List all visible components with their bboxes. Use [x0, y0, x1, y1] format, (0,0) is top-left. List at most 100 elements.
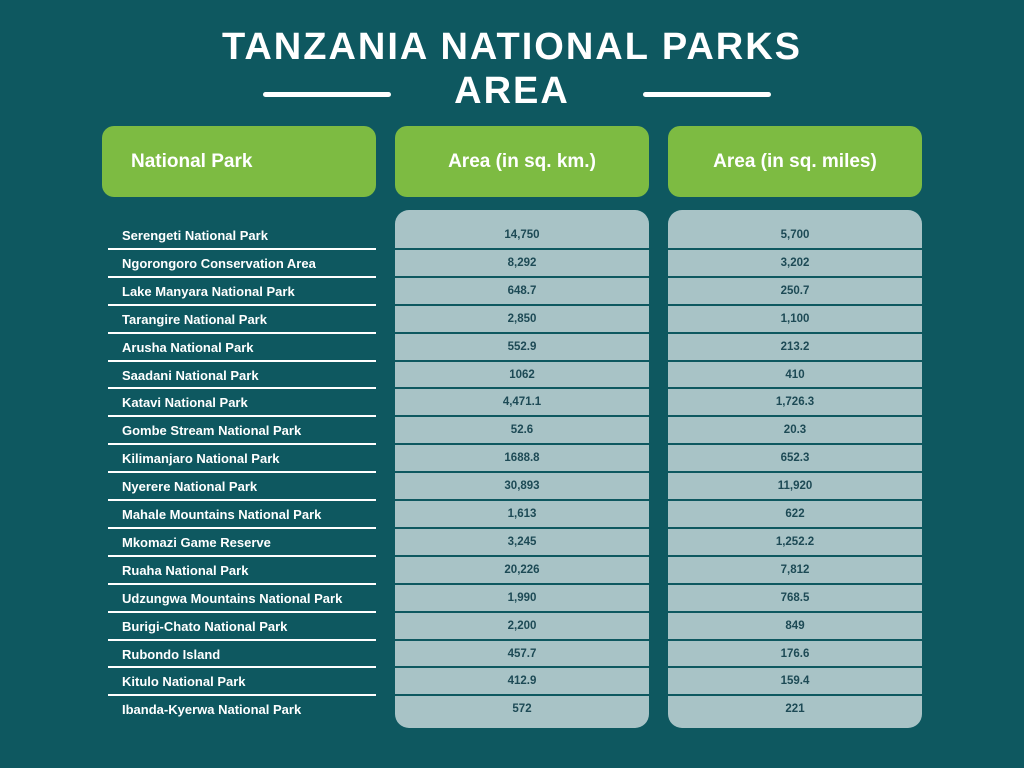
- row-separator: [668, 694, 922, 697]
- row-separator: [395, 359, 649, 362]
- park-name: Arusha National Park: [122, 339, 254, 355]
- row-separator: [395, 443, 649, 446]
- title: TANZANIA NATIONAL PARKS: [221, 26, 803, 68]
- row-separator: [395, 638, 649, 641]
- row-separator: [395, 303, 649, 306]
- area-km: 52.6: [510, 424, 534, 437]
- row-separator: [108, 247, 376, 250]
- area-miles: 7,812: [780, 563, 810, 576]
- area-miles: 1,252.2: [775, 535, 815, 548]
- row-separator: [395, 331, 649, 334]
- area-km: 1,613: [507, 508, 537, 520]
- row-separator: [395, 415, 649, 418]
- area-km: 14,750: [504, 229, 540, 241]
- row-separator: [668, 638, 922, 641]
- row-separator: [108, 331, 376, 334]
- park-name: Kilimanjaro National Park: [122, 451, 280, 467]
- row-separator: [395, 275, 649, 278]
- row-separator: [395, 387, 649, 390]
- column-header: Area (in sq. km.): [395, 126, 649, 197]
- area-km: 1062: [509, 368, 535, 381]
- area-miles: 5,700: [780, 229, 810, 241]
- area-miles: 11,920: [777, 480, 813, 493]
- area-miles: 213.2: [780, 340, 810, 353]
- area-miles: 1,100: [780, 312, 810, 325]
- row-separator: [668, 247, 922, 250]
- row-separator: [395, 471, 649, 474]
- column-panel: [668, 210, 922, 728]
- area-miles: 849: [785, 619, 805, 632]
- area-miles: 768.5: [780, 591, 810, 604]
- row-separator: [395, 554, 649, 557]
- row-separator: [108, 582, 376, 585]
- row-separator: [668, 526, 922, 529]
- row-separator: [668, 666, 922, 669]
- area-km: 4,471.1: [502, 396, 542, 409]
- area-miles: 1,726.3: [775, 396, 815, 409]
- row-separator: [108, 359, 376, 362]
- park-name: Rubondo Island: [122, 646, 221, 662]
- row-separator: [668, 331, 922, 334]
- decoration: [643, 92, 771, 97]
- park-name: Mahale Mountains National Park: [122, 507, 322, 522]
- park-name: Burigi-Chato National Park: [122, 618, 288, 634]
- area-km: 2,200: [507, 619, 537, 632]
- park-name: Tarangire National Park: [122, 311, 267, 327]
- park-name: Mkomazi Game Reserve: [122, 534, 271, 550]
- area-km: 1688.8: [504, 452, 540, 465]
- row-separator: [108, 638, 376, 641]
- row-separator: [395, 666, 649, 669]
- row-separator: [668, 554, 922, 557]
- row-separator: [668, 359, 922, 362]
- row-separator: [668, 610, 922, 613]
- area-km: 572: [512, 703, 532, 716]
- park-name: Ngorongoro Conservation Area: [122, 255, 316, 271]
- area-miles: 176.6: [780, 647, 810, 660]
- title: AREA: [454, 70, 570, 112]
- park-name: Kitulo National Park: [122, 674, 246, 690]
- park-name: Serengeti National Park: [122, 228, 268, 243]
- row-separator: [108, 415, 376, 418]
- park-name: Katavi National Park: [122, 395, 248, 411]
- row-separator: [108, 443, 376, 446]
- area-km: 8,292: [507, 256, 537, 269]
- row-separator: [668, 582, 922, 585]
- row-separator: [395, 247, 649, 250]
- park-name: Udzungwa Mountains National Park: [122, 590, 343, 606]
- area-miles: 3,202: [780, 256, 810, 269]
- row-separator: [108, 275, 376, 278]
- park-name: Lake Manyara National Park: [122, 283, 295, 299]
- row-separator: [668, 275, 922, 278]
- row-separator: [395, 499, 649, 501]
- column-panel: [395, 210, 649, 728]
- area-km: 2,850: [507, 312, 537, 325]
- area-miles: 159.4: [780, 675, 810, 688]
- row-separator: [395, 582, 649, 585]
- decoration: [263, 92, 391, 97]
- row-separator: [668, 443, 922, 446]
- row-separator: [395, 694, 649, 697]
- park-name: Saadani National Park: [122, 367, 259, 383]
- park-name: Nyerere National Park: [122, 479, 258, 495]
- column-header: Area (in sq. miles): [668, 126, 922, 197]
- row-separator: [395, 610, 649, 613]
- row-separator: [108, 610, 376, 613]
- area-miles: 221: [785, 703, 805, 716]
- area-km: 457.7: [507, 647, 537, 660]
- row-separator: [108, 554, 376, 557]
- area-km: 648.7: [507, 284, 537, 297]
- area-km: 552.9: [507, 340, 537, 353]
- row-separator: [668, 499, 922, 501]
- area-miles: 250.7: [780, 284, 810, 297]
- area-km: 1,990: [507, 591, 537, 604]
- area-km: 3,245: [507, 535, 537, 548]
- row-separator: [668, 415, 922, 418]
- area-km: 20,226: [504, 563, 540, 576]
- park-name: Ruaha National Park: [122, 562, 249, 578]
- row-separator: [108, 499, 376, 501]
- row-separator: [108, 526, 376, 529]
- row-separator: [108, 303, 376, 306]
- row-separator: [668, 387, 922, 390]
- row-separator: [108, 666, 376, 669]
